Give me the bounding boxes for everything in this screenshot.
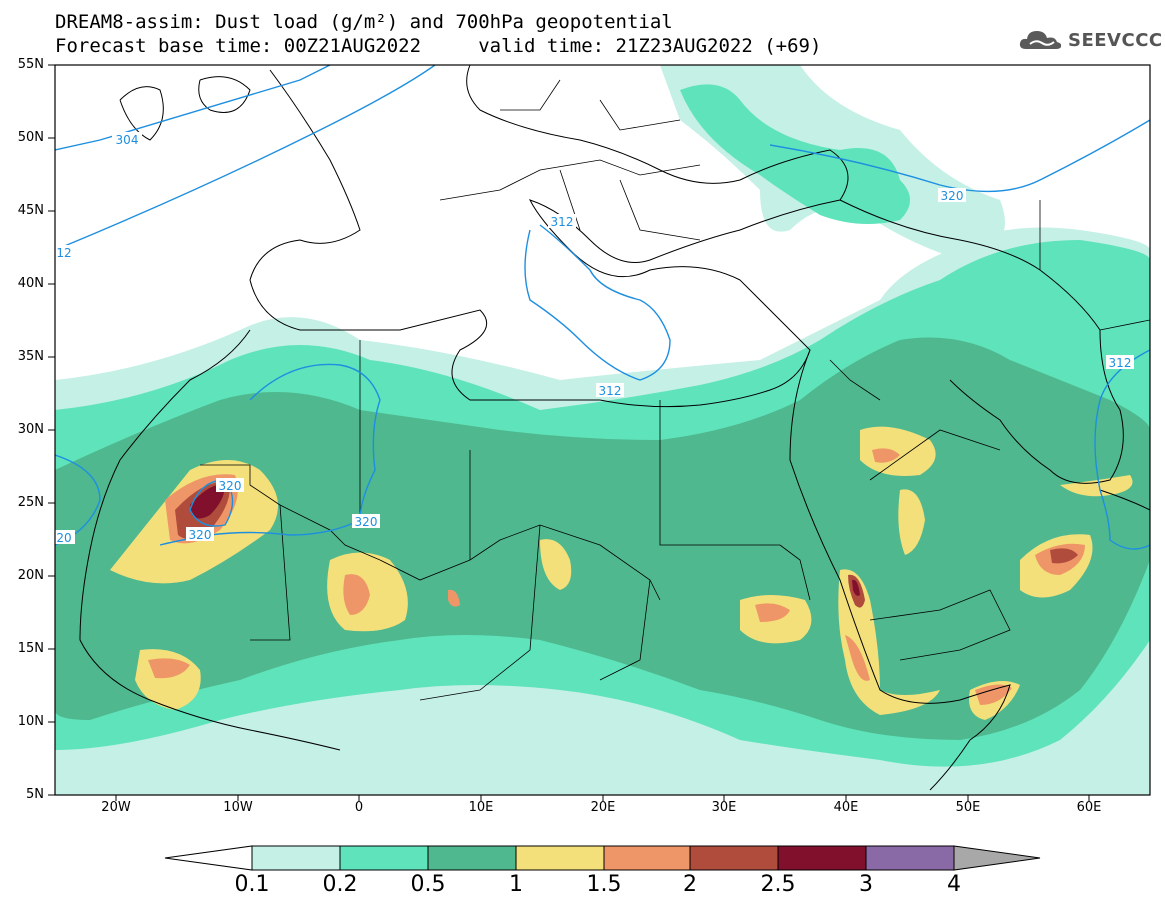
lon-label: 10E	[468, 800, 494, 815]
contour-320-north	[769, 119, 1150, 193]
lat-label: 55N	[17, 57, 44, 72]
lat-label: 45N	[17, 203, 44, 218]
colorbar-swatch-1	[339, 845, 429, 871]
contour-label: 20	[56, 531, 71, 545]
contour-label: 320	[189, 528, 212, 542]
contour-label: 312	[599, 384, 622, 398]
colorbar-swatch-6	[777, 845, 867, 871]
dust-band-2.5	[190, 484, 860, 596]
colorbar-label: 1.5	[586, 872, 622, 897]
lon-label: 30E	[711, 800, 737, 815]
lat-label: 30N	[17, 422, 44, 437]
map-title: DREAM8-assim: Dust load (g/m²) and 700hP…	[55, 11, 673, 33]
lon-label: 50E	[955, 800, 981, 815]
contour-312-east	[1094, 349, 1150, 550]
colorbar-label: 0.5	[410, 872, 446, 897]
lon-label: 10W	[223, 800, 253, 815]
colorbar-label: 1	[509, 872, 523, 897]
lon-label: 40E	[833, 800, 859, 815]
lat-label: 10N	[17, 714, 44, 729]
forecast-time-line: Forecast base time: 00Z21AUG2022 valid t…	[55, 35, 822, 57]
colorbar-swatch-7	[865, 845, 955, 871]
colorbar-label: 0.1	[234, 872, 270, 897]
colorbar-label: 2.5	[760, 872, 796, 897]
colorbar-label: 2	[683, 872, 697, 897]
colorbar-swatch-4	[603, 845, 691, 871]
seevccc-logo: SEEVCCC	[1018, 26, 1163, 54]
colorbar-low-arrow	[164, 845, 253, 871]
colorbar-swatch-2	[427, 845, 517, 871]
colorbar-label: 3	[859, 872, 873, 897]
colorbar-high-arrow	[953, 845, 1041, 871]
lon-label: 20E	[590, 800, 616, 815]
contour-312-med	[524, 224, 671, 381]
country-borders	[200, 79, 1150, 701]
contour-label: 320	[355, 515, 378, 529]
colorbar-swatch-3	[515, 845, 605, 871]
lat-label: 15N	[17, 641, 44, 656]
lon-label: 60E	[1076, 800, 1102, 815]
axis-ticks	[48, 64, 1090, 801]
contour-label: 312	[551, 215, 574, 229]
lon-label: 0	[354, 800, 364, 815]
colorbar-label: 0.2	[322, 872, 358, 897]
lat-label: 25N	[17, 495, 44, 510]
contour-label: 304	[116, 133, 139, 147]
lat-label: 40N	[17, 276, 44, 291]
contour-label: 12	[56, 246, 71, 260]
lat-label: 20N	[17, 568, 44, 583]
contour-320-inner	[189, 479, 234, 527]
contour-labels: 304 12 312 312 312 320 320 320 320 20	[55, 132, 1134, 545]
cloud-icon	[1019, 31, 1062, 49]
logo-text: SEEVCCC	[1068, 29, 1163, 51]
lat-label: 50N	[17, 130, 44, 145]
contour-320-sahara	[159, 363, 381, 546]
contour-312-north	[55, 65, 436, 251]
colorbar-swatch-5	[689, 845, 779, 871]
contour-label: 320	[219, 479, 242, 493]
lon-label: 20W	[101, 800, 131, 815]
lat-label: 5N	[26, 787, 44, 802]
contour-label: 312	[1109, 356, 1132, 370]
contour-label: 320	[941, 189, 964, 203]
lat-label: 35N	[17, 349, 44, 364]
colorbar-label: 4	[947, 872, 961, 897]
coastlines	[79, 65, 1150, 791]
colorbar-swatch-0	[251, 845, 341, 871]
